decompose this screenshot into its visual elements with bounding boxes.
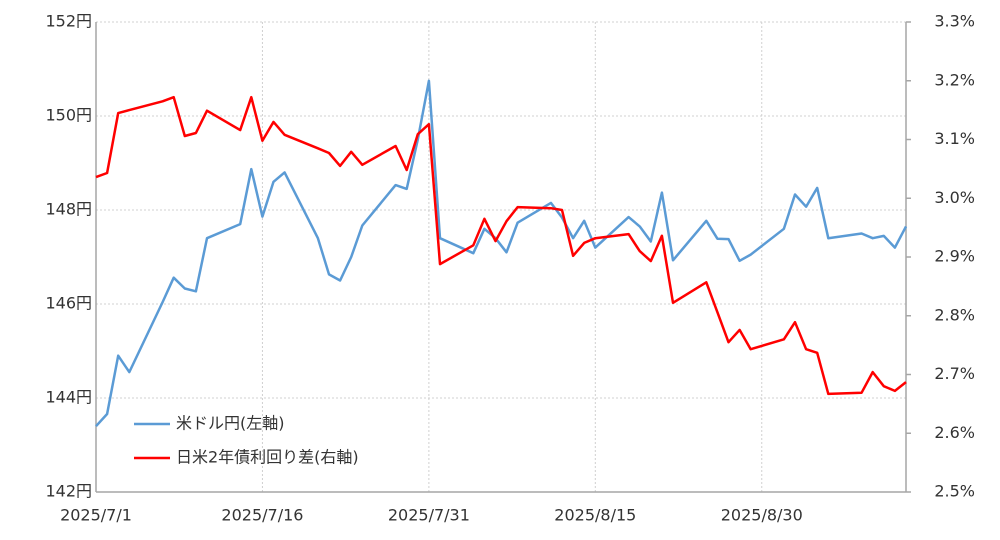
- y-tick-label: 152円: [45, 12, 92, 31]
- y2-tick-label: 2.6%: [934, 423, 975, 442]
- y2-tick-label: 3.0%: [934, 188, 975, 207]
- x-tick-label: 2025/7/31: [388, 506, 470, 525]
- x-tick-label: 2025/8/30: [721, 506, 803, 525]
- x-tick-label: 2025/7/16: [221, 506, 303, 525]
- legend-label: 日米2年債利回り差(右軸): [176, 448, 359, 467]
- x-tick-label: 2025/8/15: [554, 506, 636, 525]
- y2-tick-label: 2.5%: [934, 482, 975, 501]
- y-tick-label: 148円: [45, 200, 92, 219]
- y2-tick-label: 3.3%: [934, 12, 975, 31]
- y2-tick-label: 3.1%: [934, 129, 975, 148]
- y2-tick-label: 2.8%: [934, 305, 975, 324]
- series-line: [95, 95, 907, 396]
- y2-tick-label: 3.2%: [934, 70, 975, 89]
- legend-label: 米ドル円(左軸): [176, 414, 285, 433]
- series-line: [95, 79, 908, 428]
- y-tick-label: 144円: [45, 388, 92, 407]
- y2-tick-label: 2.7%: [934, 364, 975, 383]
- y-tick-label: 142円: [45, 482, 92, 501]
- x-tick-label: 2025/7/1: [60, 506, 132, 525]
- y2-tick-label: 2.9%: [934, 247, 975, 266]
- y-tick-label: 150円: [45, 106, 92, 125]
- y-tick-label: 146円: [45, 294, 92, 313]
